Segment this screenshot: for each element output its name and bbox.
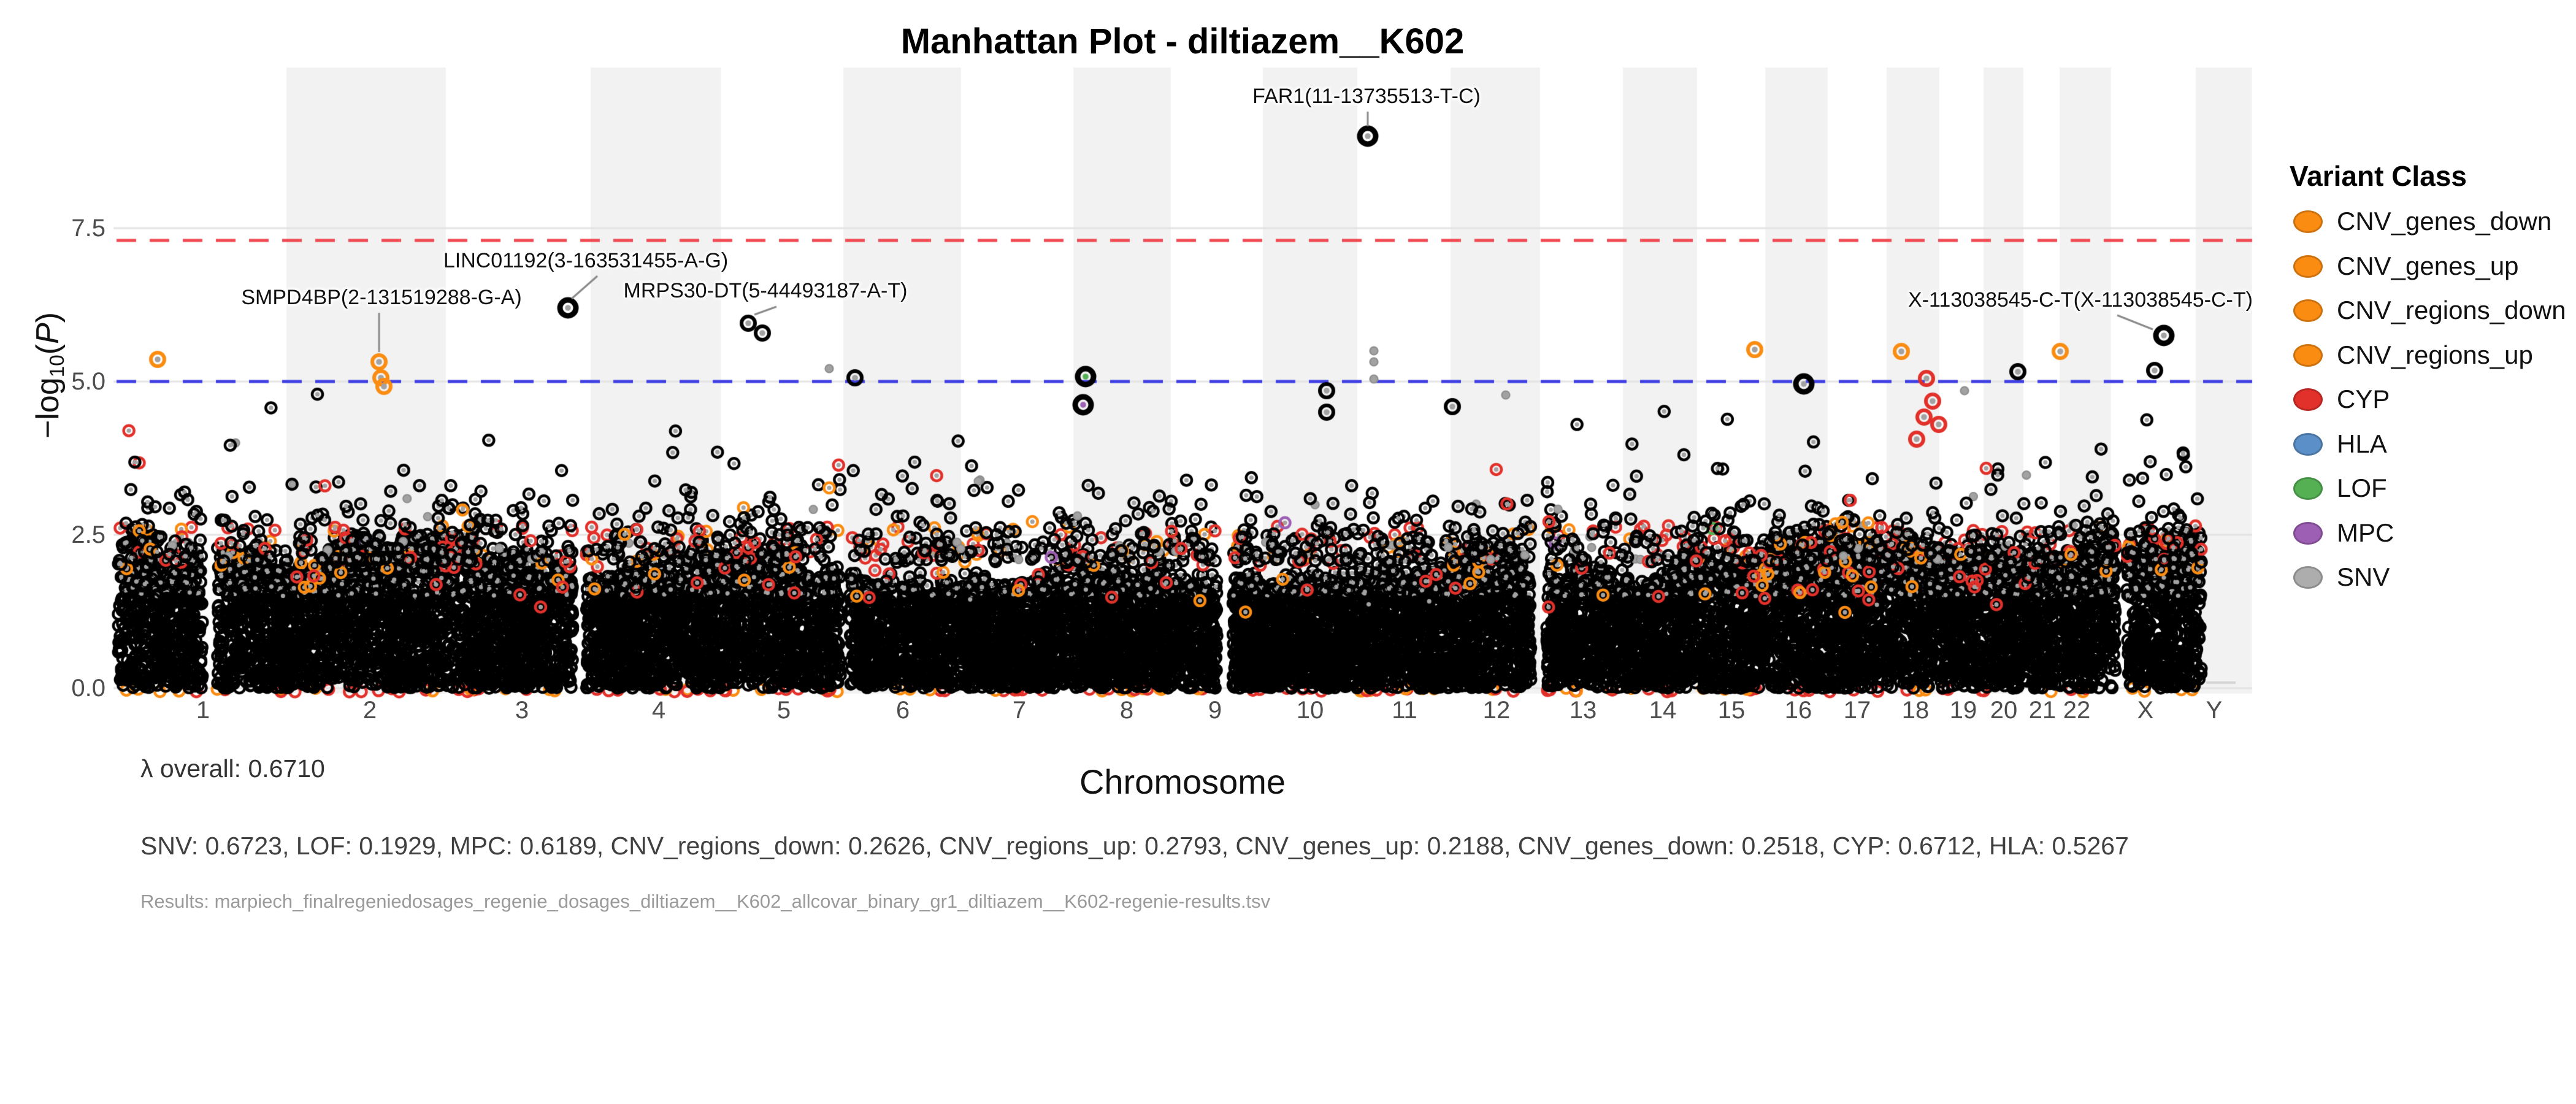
x-tick-label-chr-10: 10 — [1296, 697, 1324, 724]
x-tick-label-chr-20: 20 — [1990, 697, 2018, 724]
x-tick-label-chr-13: 13 — [1569, 697, 1597, 724]
x-tick-label-chr-14: 14 — [1649, 697, 1677, 724]
legend-label: CNV_regions_down — [2337, 296, 2566, 324]
legend-swatch-CYP — [2293, 388, 2323, 411]
legend-label: CNV_genes_down — [2337, 207, 2552, 236]
legend-title: Variant Class — [2290, 160, 2467, 192]
x-tick-label-chr-Y: Y — [2206, 697, 2223, 724]
x-tick-label-chr-11: 11 — [1392, 697, 1417, 724]
legend-label: LOF — [2337, 473, 2387, 502]
x-tick-label-chr-2: 2 — [362, 697, 377, 724]
y-axis-label-open-paren: ( — [30, 343, 66, 355]
legend-label: CYP — [2337, 385, 2390, 413]
legend-swatch-CNV_genes_down — [2293, 210, 2323, 233]
legend-swatch-CNV_genes_up — [2293, 255, 2323, 278]
legend-label: CNV_genes_up — [2337, 251, 2519, 280]
x-tick-label-chr-12: 12 — [1482, 697, 1511, 724]
y-tick-label: 7.5 — [71, 215, 105, 242]
annotation-label: X-113038545-C-T(X-113038545-C-T) — [1908, 288, 2253, 312]
x-tick-label-chr-21: 21 — [2028, 697, 2057, 724]
legend-swatch-HLA — [2293, 432, 2323, 456]
x-tick-label-chr-19: 19 — [1949, 697, 1977, 724]
x-tick-label-chr-18: 18 — [1901, 697, 1930, 724]
y-tick-label: 5.0 — [71, 368, 105, 395]
annotation-label: FAR1(11-13735513-T-C) — [1252, 85, 1481, 108]
x-tick-label-chr-1: 1 — [196, 697, 210, 724]
lambda-overall-text: λ overall: 0.6710 — [140, 754, 325, 783]
legend-swatch-SNV — [2293, 566, 2323, 589]
legend-swatch-LOF — [2293, 477, 2323, 500]
x-tick-label-chr-17: 17 — [1843, 697, 1871, 724]
results-file-text: Results: marpiech_finalregeniedosages_re… — [140, 891, 1271, 912]
annotation-label: LINC01192(3-163531455-A-G) — [443, 249, 729, 272]
legend-label: HLA — [2337, 429, 2387, 458]
annotation-label: MRPS30-DT(5-44493187-A-T) — [623, 279, 908, 302]
x-tick-label-chr-5: 5 — [776, 697, 791, 724]
legend-swatch-MPC — [2293, 521, 2323, 545]
x-tick-label-chr-3: 3 — [515, 697, 529, 724]
x-axis-title: Chromosome — [1079, 762, 1286, 801]
y-tick-label: 0.0 — [71, 675, 105, 702]
y-axis-label-close-paren: ) — [30, 312, 66, 323]
x-tick-label-chr-16: 16 — [1784, 697, 1812, 724]
lambda-per-class-text: SNV: 0.6723, LOF: 0.1929, MPC: 0.6189, C… — [140, 832, 2129, 860]
annotation-label: SMPD4BP(2-131519288-G-A) — [241, 286, 522, 309]
x-tick-label-chr-4: 4 — [651, 697, 666, 724]
x-tick-label-chr-7: 7 — [1012, 697, 1027, 724]
x-tick-label-chr-9: 9 — [1208, 697, 1222, 724]
x-tick-label-chr-6: 6 — [895, 697, 910, 724]
x-tick-label-chr-15: 15 — [1717, 697, 1746, 724]
legend-label: CNV_regions_up — [2337, 340, 2533, 369]
manhattan-scatter-canvas — [0, 0, 2576, 767]
plot-title: Manhattan Plot - diltiazem__K602 — [900, 21, 1465, 61]
legend-swatch-CNV_regions_down — [2293, 299, 2323, 322]
y-axis-label-variable: P — [30, 323, 66, 344]
legend-swatch-CNV_regions_up — [2293, 343, 2323, 367]
x-tick-label-chr-8: 8 — [1119, 697, 1134, 724]
y-tick-label: 2.5 — [71, 521, 105, 548]
legend-label: MPC — [2337, 518, 2394, 547]
legend-label: SNV — [2337, 562, 2390, 591]
x-tick-label-chr-X: X — [2137, 697, 2154, 724]
x-tick-label-chr-22: 22 — [2063, 697, 2091, 724]
